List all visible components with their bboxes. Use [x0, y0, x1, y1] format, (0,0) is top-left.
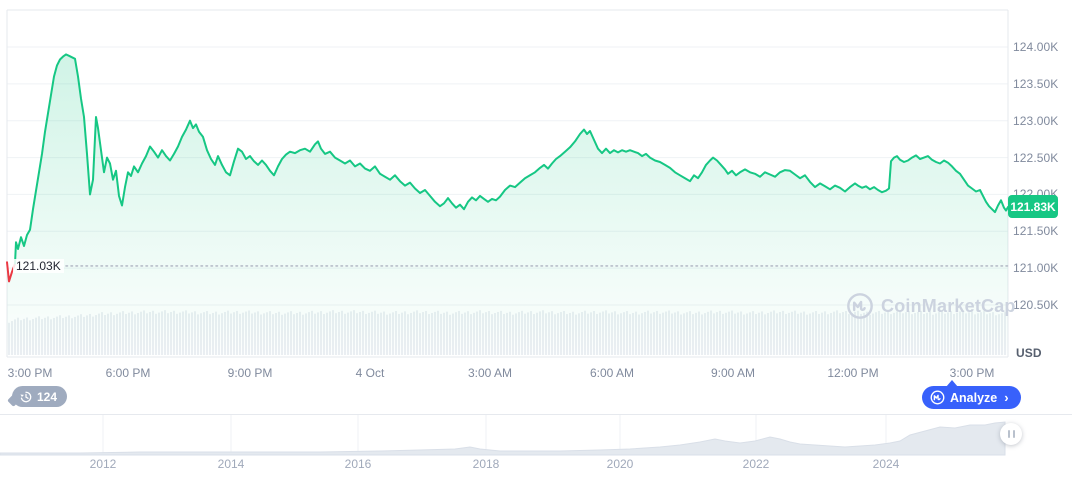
y-axis-tick: 123.50K [1013, 76, 1059, 91]
candle-count-value: 124 [37, 389, 58, 404]
coinmarketcap-logo-icon [846, 292, 874, 320]
timeline-navigator[interactable] [0, 410, 1072, 456]
y-axis-tick: 121.50K [1013, 224, 1059, 239]
analyze-label: Analyze [950, 390, 998, 405]
x-axis-tick: 6:00 AM [589, 366, 635, 380]
navigator-year-tick: 2022 [742, 457, 770, 471]
navigator-year-tick: 2024 [872, 457, 900, 471]
x-axis-tick: 3:00 PM [949, 366, 995, 380]
chevron-right-icon: › [1004, 390, 1009, 405]
y-axis-tick: 121.00K [1013, 261, 1059, 276]
y-axis-tick: 124.00K [1013, 40, 1059, 54]
navigator-area [0, 421, 1006, 456]
watermark-text: CoinMarketCap [881, 295, 1016, 316]
y-axis-tick: 123.00K [1013, 113, 1059, 128]
open-price-label: 121.03K [13, 259, 64, 273]
navigator-range-handle[interactable] [1000, 423, 1022, 445]
navigator-year-tick: 2018 [472, 457, 500, 471]
navigator-year-tick: 2014 [217, 457, 245, 471]
x-axis-tick: 9:00 AM [710, 366, 756, 380]
watermark: CoinMarketCap [846, 292, 1016, 320]
history-clock-icon [19, 390, 33, 404]
current-price-badge: 121.83K [1008, 195, 1058, 218]
analyze-button[interactable]: Analyze › [922, 386, 1021, 409]
analyze-logo-icon [930, 390, 945, 405]
y-axis-tick: 122.50K [1013, 150, 1059, 165]
x-axis-tick: 6:00 PM [105, 366, 151, 380]
x-axis-tick: 3:00 PM [7, 366, 53, 380]
candle-count-badge[interactable]: 124 [12, 386, 68, 407]
x-axis-tick: 9:00 PM [227, 366, 273, 380]
handle-grip-icon [1012, 430, 1015, 438]
handle-grip-icon [1007, 430, 1010, 438]
x-axis-tick: 3:00 AM [467, 366, 513, 380]
y-axis-unit-label: USD [1016, 346, 1042, 360]
analyze-tooltip-arrow [946, 380, 958, 387]
navigator-year-tick: 2020 [606, 457, 634, 471]
x-axis-tick: 12:00 PM [827, 366, 879, 380]
main-price-chart[interactable] [0, 0, 1072, 414]
navigator-year-tick: 2012 [89, 457, 117, 471]
y-axis-tick: 120.50K [1013, 297, 1059, 312]
navigator-year-tick: 2016 [344, 457, 372, 471]
price-line [14, 53, 1009, 265]
x-axis-tick: 4 Oct [355, 366, 385, 380]
